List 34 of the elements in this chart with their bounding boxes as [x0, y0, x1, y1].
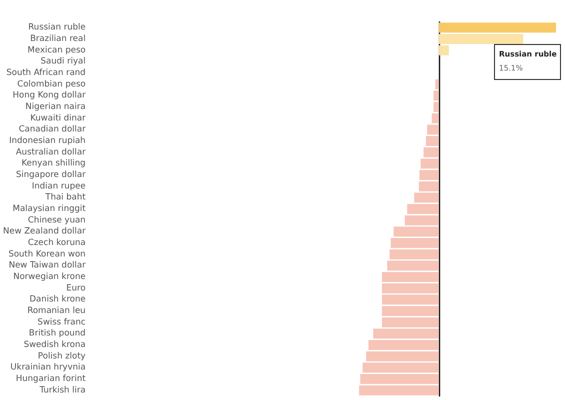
- y-tick-label: Romanian leu: [27, 306, 86, 316]
- y-tick-label: Indian rupee: [32, 181, 86, 192]
- y-tick-label: Swedish krona: [24, 340, 86, 350]
- y-tick-label: New Zealand dollar: [2, 226, 86, 237]
- y-tick-label: Euro: [66, 283, 86, 294]
- y-tick-label: Australian dollar: [16, 147, 86, 158]
- y-tick-label: South African rand: [6, 68, 86, 78]
- y-tick-label: Thai baht: [44, 192, 86, 203]
- y-tick-label: Kenyan shilling: [21, 158, 86, 169]
- y-tick-label: Danish krone: [30, 294, 86, 305]
- y-tick-label: Colombian peso: [17, 79, 86, 90]
- y-tick-label: Ukrainian hryvnia: [10, 362, 86, 373]
- y-tick-label: Malaysian ringgit: [12, 204, 86, 214]
- y-tick-label: Kuwaiti dinar: [30, 113, 86, 124]
- y-tick-label: Brazilian real: [30, 34, 86, 44]
- y-tick-label: Canadian dollar: [18, 124, 86, 135]
- y-tick-label: Singapore dollar: [16, 170, 86, 180]
- y-tick-label: New Taiwan dollar: [8, 260, 86, 271]
- y-tick-label: Russian ruble: [28, 22, 86, 33]
- y-tick-label: Czech koruna: [28, 238, 86, 248]
- y-tick-label: Norwegian krone: [13, 272, 86, 282]
- y-tick-label: Swiss franc: [38, 317, 86, 328]
- y-tick-label: Mexican peso: [28, 45, 86, 56]
- y-tick-label: Chinese yuan: [28, 215, 86, 226]
- y-tick-label: Polish zloty: [38, 351, 86, 362]
- y-tick-label: Saudi riyal: [40, 56, 86, 67]
- y-tick-label: Hong Kong dollar: [12, 90, 86, 101]
- y-tick-label: South Korean won: [8, 249, 86, 260]
- y-tick-label: British pound: [28, 328, 86, 339]
- y-tick-label: Nigerian naira: [25, 102, 86, 112]
- y-tick-label: Indonesian rupiah: [9, 136, 86, 146]
- y-tick-label: Hungarian forint: [16, 374, 86, 384]
- y-tick-label: Turkish lira: [38, 385, 86, 396]
- bar: [438, 22, 556, 33]
